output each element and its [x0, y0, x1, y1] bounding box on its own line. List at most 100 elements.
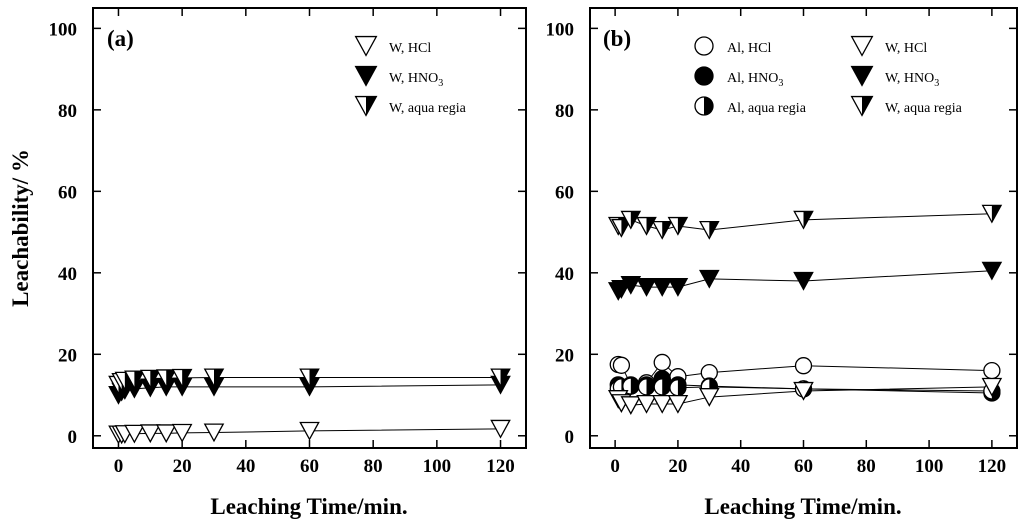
panel-a-y-tick-label: 100 — [49, 19, 78, 40]
panel-b-point-w-aqua-regia — [981, 204, 1003, 224]
panel-b-legend: Al, HCl Al, HNO3 Al, aqua regia W, HCl W, HN… — [694, 35, 963, 117]
panel-b-legend-subscript: 3 — [934, 78, 939, 89]
panel-a-x-axis-title: Leaching Time/min. — [210, 494, 407, 519]
panel-a-point-w-hcl — [124, 424, 145, 444]
panel-a-point-w-hcl — [299, 421, 320, 441]
panel-a-point-w-aqua-regia — [490, 368, 511, 388]
panel-b-legend-label-w-hno3: W, HNO3 — [885, 71, 939, 89]
panel-b-point-w-hcl — [699, 388, 720, 407]
panel-a-legend-label-w-hno3: W, HNO3 — [389, 71, 443, 89]
panel-b-point-w-hcl — [636, 394, 657, 414]
panel-b-legend-marker-w-hno3 — [850, 65, 874, 87]
panel-b-point-w-aqua-regia — [651, 220, 673, 240]
panel-b-point-al-hcl — [653, 353, 671, 372]
panel-a-x-tick-label: 40 — [236, 456, 255, 477]
panel-a-legend-marker-w-hcl — [354, 35, 378, 57]
panel-b-point-w-aqua-regia — [611, 218, 632, 238]
y-axis-title: Leachability/ % — [8, 149, 33, 307]
panel-a-legend: W, HCl W, HNO3 W, aqua regia — [354, 35, 467, 117]
panel-b-point-w-hno3 — [667, 278, 689, 297]
panel-b-x-axis-title: Leaching Time/min. — [704, 494, 901, 519]
panel-a-y-tick-label: 80 — [58, 101, 77, 122]
panel-a-x-tick-label: 100 — [423, 456, 452, 477]
panel-b-legend-label-al-aqua-regia: Al, aqua regia — [727, 101, 807, 116]
panel-a-y-tick-label: 20 — [58, 345, 77, 366]
panel-b-point-w-hcl — [620, 396, 642, 415]
panel-b-legend-marker-w-hcl — [850, 35, 874, 57]
panel-b-x-tick-label: 80 — [857, 456, 876, 477]
panel-a-label: (a) — [107, 26, 134, 51]
panel-b-x-tick-label: 40 — [731, 456, 750, 477]
panel-b-point-w-hno3 — [793, 271, 814, 291]
panel-b-legend-marker-al-aqua-regia — [694, 96, 714, 116]
panel-b-legend-marker-al-hcl — [694, 36, 714, 56]
panel-a-x-tick-label: 60 — [300, 456, 319, 477]
panel-a-legend-subscript: 3 — [438, 78, 443, 89]
panel-b-legend-label-al-hcl: Al, HCl — [727, 41, 771, 56]
panel-b-point-w-hcl — [793, 381, 814, 401]
panel-b-legend-marker-w-aqua-regia — [850, 95, 874, 117]
panel-b-point-w-hno3 — [651, 278, 673, 297]
panel-b-point-w-hno3 — [699, 269, 720, 289]
panel-b-x-tick-label: 20 — [668, 456, 687, 477]
panel-b-y-tick-label: 60 — [555, 182, 574, 203]
panel-b-legend-marker-al-hno3 — [694, 66, 714, 86]
panel-a-point-w-hcl — [155, 424, 177, 444]
panel-a-x-tick-label: 20 — [173, 456, 192, 477]
panel-b-y-tick-label: 80 — [555, 101, 574, 122]
panel-a-y-tick-label: 60 — [58, 182, 77, 203]
panel-b-point-w-hno3 — [981, 261, 1003, 281]
panel-b-point-w-hno3 — [620, 275, 642, 295]
panel-a: 0 20 40 60 80 100 120 0 20 40 60 80 100 (a) Leachabi… — [8, 7, 527, 519]
panel-b-x-tick-label: 100 — [915, 456, 944, 477]
panel-a-legend-marker-w-hno3 — [354, 65, 378, 87]
panel-b-x-tick-label: 0 — [610, 456, 620, 477]
panel-b-x-tick-label: 120 — [978, 456, 1007, 477]
panel-b-label: (b) — [603, 26, 631, 51]
panel-b-point-w-aqua-regia — [620, 210, 642, 230]
panel-a-point-w-aqua-regia — [140, 369, 161, 389]
panel-a-point-w-aqua-regia — [299, 368, 320, 388]
panel-b-y-tick-label: 40 — [555, 264, 574, 285]
panel-a-point-w-aqua-regia — [171, 368, 193, 388]
panel-b-legend-label-w-aqua-regia: W, aqua regia — [885, 101, 963, 116]
panel-b-point-w-hcl — [667, 394, 689, 414]
panel-a-x-tick-label: 0 — [114, 456, 124, 477]
panel-b-y-tick-label: 0 — [565, 427, 575, 448]
panel-b: 0 20 40 60 80 100 120 0 20 40 60 80 100 (b) Leaching… — [546, 7, 1018, 519]
panel-b-point-al-hcl — [794, 357, 813, 375]
panel-b-point-w-aqua-regia — [793, 210, 814, 230]
panel-a-x-tick-label: 80 — [364, 456, 383, 477]
panel-b-point-al-aqua-regia — [637, 378, 656, 396]
panel-a-point-w-aqua-regia — [155, 369, 177, 389]
panel-a-x-tick-label: 120 — [486, 456, 515, 477]
panel-b-point-w-hno3 — [636, 278, 657, 297]
panel-b-plot-area: 0 20 40 60 80 100 120 0 20 40 60 80 100 — [546, 8, 1017, 477]
panel-a-legend-marker-w-aqua-regia — [354, 95, 378, 117]
panel-b-point-al-aqua-regia — [669, 379, 687, 397]
panel-a-point-w-hcl — [140, 424, 161, 444]
panel-b-point-w-aqua-regia — [667, 216, 689, 236]
panel-b-x-tick-label: 60 — [794, 456, 813, 477]
panel-b-y-tick-label: 20 — [555, 345, 574, 366]
panel-b-point-w-aqua-regia — [636, 216, 657, 236]
panel-a-y-tick-label: 0 — [68, 427, 78, 448]
panel-b-point-w-hcl — [981, 377, 1003, 397]
panel-a-point-w-hcl — [171, 423, 193, 443]
panel-b-point-w-aqua-regia — [699, 220, 720, 240]
panel-a-point-w-hcl — [490, 419, 511, 439]
panel-a-point-w-hcl — [203, 423, 225, 443]
panel-b-point-al-hcl — [612, 356, 631, 374]
panel-a-legend-label-w-aqua-regia: W, aqua regia — [389, 101, 467, 116]
panel-a-plot-area: 0 20 40 60 80 100 120 0 20 40 60 80 100 — [49, 8, 526, 477]
panel-a-y-tick-label: 40 — [58, 264, 77, 285]
panel-b-point-w-hcl — [651, 394, 673, 414]
panel-a-legend-label-w-hcl: W, HCl — [389, 41, 431, 56]
panel-b-point-al-aqua-regia — [653, 378, 671, 396]
panel-a-point-w-aqua-regia — [124, 370, 145, 390]
panel-b-legend-label-al-hno3: Al, HNO3 — [727, 71, 783, 89]
panel-b-point-al-hcl — [983, 361, 1001, 380]
panel-b-legend-subscript: 3 — [778, 78, 783, 89]
panel-b-y-tick-label: 100 — [546, 19, 575, 40]
